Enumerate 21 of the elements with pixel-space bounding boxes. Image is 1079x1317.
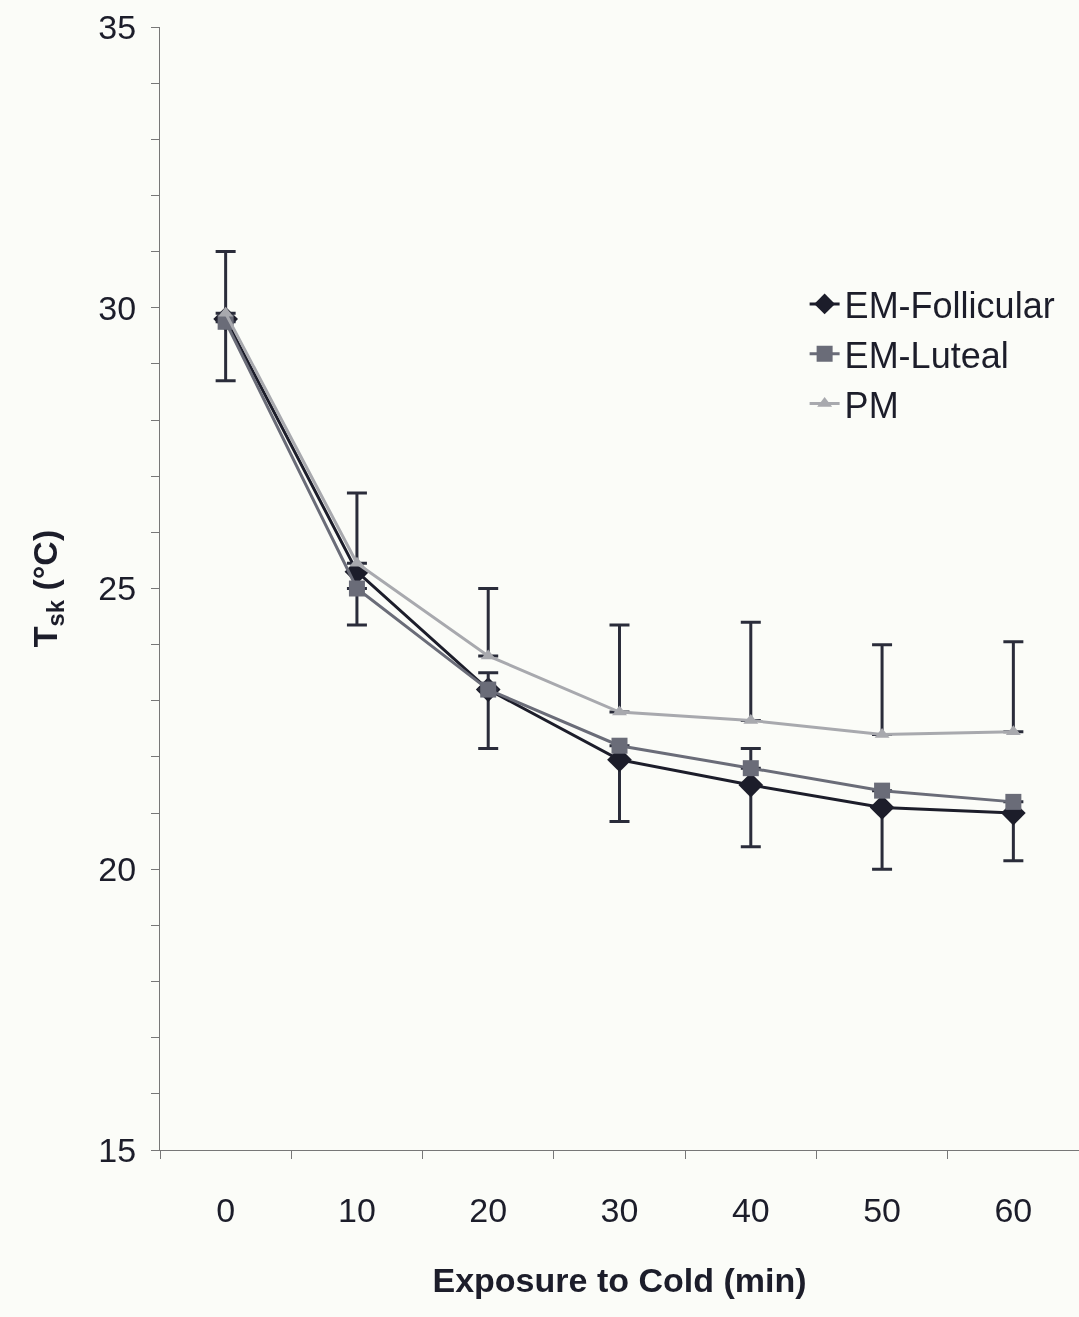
x-tick-label: 10 (338, 1190, 376, 1229)
legend-label: PM (844, 384, 899, 426)
x-tick-label: 60 (994, 1190, 1033, 1229)
x-tick-label: 30 (600, 1190, 639, 1229)
x-tick-label: 0 (216, 1190, 236, 1229)
point (874, 782, 891, 799)
y-tick-label: 35 (98, 7, 137, 46)
y-tick-label: 25 (98, 569, 137, 608)
x-tick-label: 50 (863, 1190, 901, 1229)
x-tick-label: 20 (469, 1190, 508, 1229)
y-tick-label: 15 (98, 1130, 137, 1169)
point (742, 760, 759, 777)
legend-label: EM-Follicular (844, 285, 1055, 326)
point (348, 580, 365, 597)
legend-label: EM-Luteal (844, 334, 1009, 376)
x-axis-title: Exposure to Cold (min) (432, 1261, 807, 1300)
point (1005, 793, 1022, 810)
y-tick-label: 20 (98, 850, 137, 889)
y-tick-label: 30 (98, 288, 137, 327)
x-tick-label: 40 (731, 1190, 770, 1229)
point (611, 737, 628, 754)
